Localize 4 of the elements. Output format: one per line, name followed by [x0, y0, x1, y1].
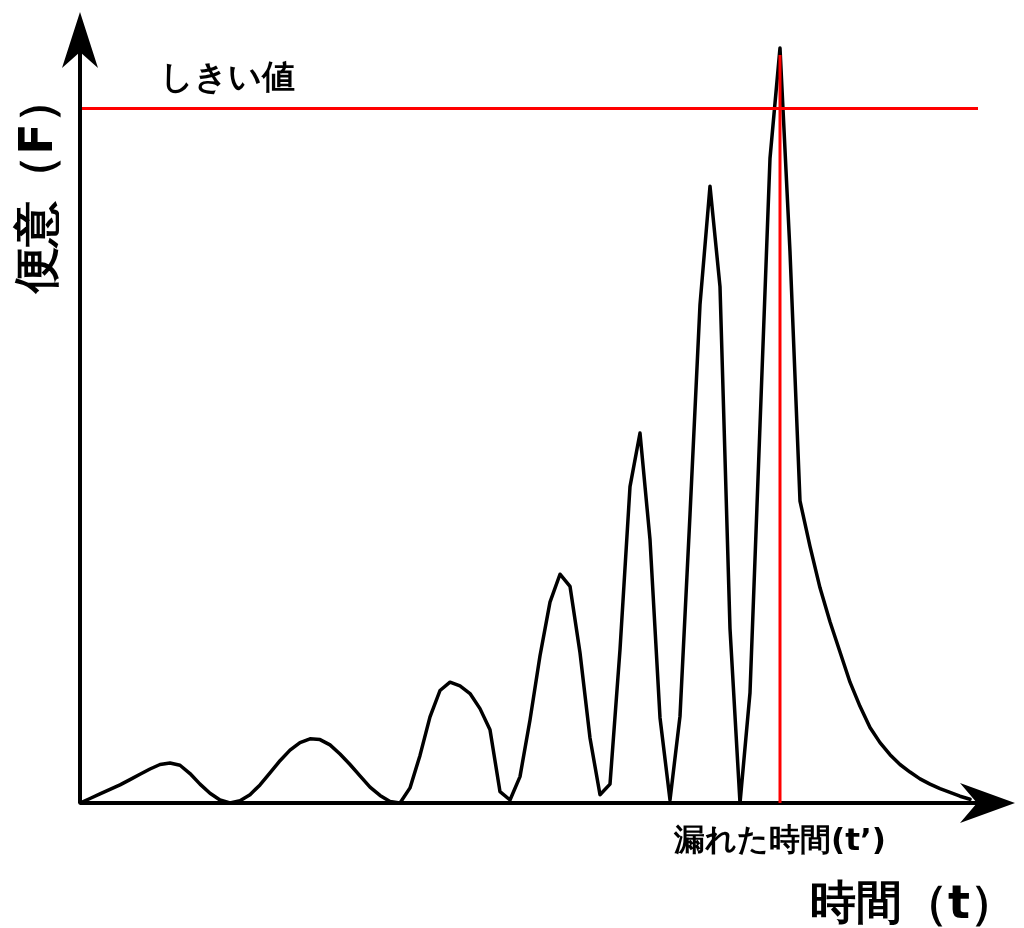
y-axis-title: 便意（F） — [9, 77, 63, 295]
ref-line-label: しきい値 — [160, 57, 295, 97]
text: 漏れた時間(t’) — [673, 821, 886, 857]
x-axis-title: 時間（t） — [810, 875, 1016, 928]
